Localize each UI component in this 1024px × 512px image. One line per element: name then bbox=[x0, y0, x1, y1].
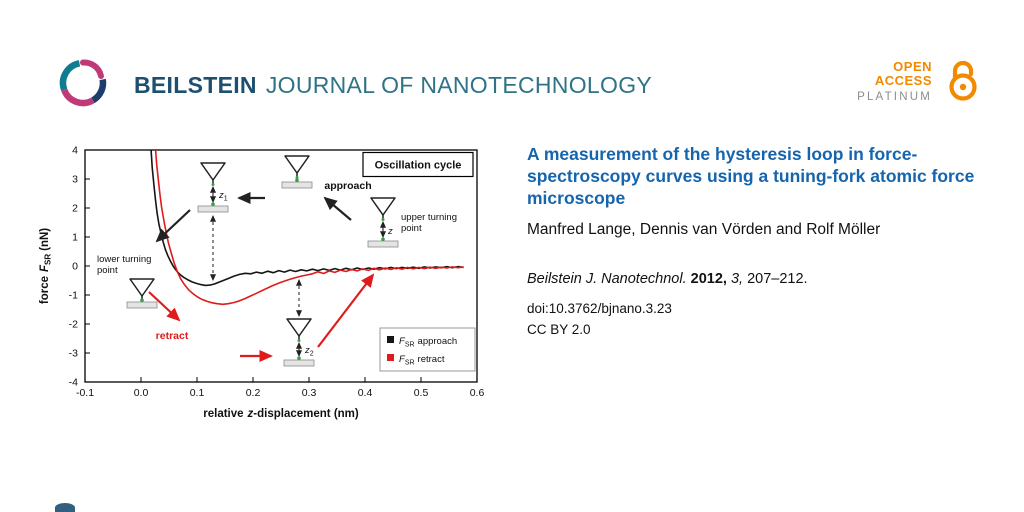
open-lock-shackle bbox=[952, 60, 974, 81]
beilstein-logo bbox=[59, 59, 107, 107]
oscillation-cycle-label: Oscillation cycle bbox=[375, 160, 462, 172]
y-tick-label: 0 bbox=[72, 261, 78, 273]
z2-label: z2 bbox=[304, 345, 314, 358]
citation-pages: 207–212. bbox=[747, 271, 808, 287]
lower-turning-point-label-2: point bbox=[97, 265, 118, 276]
tuning-fork-icon-z2: z2 bbox=[283, 279, 315, 367]
brand-beilstein: BEILSTEIN bbox=[134, 72, 257, 98]
y-tick-label: -4 bbox=[69, 377, 78, 389]
logo-swirl-tail bbox=[80, 59, 104, 79]
x-tick-label: 0.2 bbox=[246, 387, 261, 399]
legend-border bbox=[379, 327, 476, 372]
upper-turning-point-label-2: point bbox=[401, 223, 422, 234]
tuning-fork-icon-upper: z bbox=[367, 197, 399, 248]
upper-turning-point-label-1: upper turning bbox=[401, 212, 457, 223]
legend-marker-approach bbox=[387, 336, 394, 343]
force-curve-chart: -0.1 0.0 0.1 0.2 0.3 0.4 0.5 0.6 -4 -3 -2 -1 0 1 2 3 4 O… bbox=[39, 145, 485, 421]
x-tick-label: 0.1 bbox=[190, 387, 205, 399]
y-tick-label: -1 bbox=[69, 290, 78, 302]
x-tick-label: 0.5 bbox=[414, 387, 429, 399]
curve-approach bbox=[150, 149, 464, 287]
curve-retract bbox=[154, 149, 464, 306]
logo-arc-magenta bbox=[61, 88, 95, 107]
x-tick-label: 0.3 bbox=[302, 387, 317, 399]
axis-ticks: -0.1 0.0 0.1 0.2 0.3 0.4 0.5 0.6 -4 -3 -2 -1 0 1 2 3 4 bbox=[69, 145, 485, 400]
oscillation-cycle-border bbox=[362, 151, 474, 178]
lower-turning-point-label-1: lower turning bbox=[97, 254, 151, 265]
open-lock-keyhole bbox=[959, 83, 967, 91]
legend-label-retract: FSR retract bbox=[399, 354, 445, 367]
article-title[interactable]: A measurement of the hysteresis loop in … bbox=[527, 144, 975, 208]
tuning-fork-icon-z1: z1 bbox=[197, 162, 229, 281]
plot-legend: FSR approach FSR retract bbox=[379, 327, 476, 372]
y-tick-label: -3 bbox=[69, 348, 78, 360]
data-series bbox=[150, 149, 464, 306]
z1-label: z1 bbox=[218, 190, 228, 203]
z-label: z bbox=[387, 226, 393, 237]
cropped-logo-artifact bbox=[55, 503, 75, 512]
approach-label: approach bbox=[324, 180, 371, 192]
y-tick-label: 1 bbox=[72, 232, 78, 244]
legend-marker-retract bbox=[387, 354, 394, 361]
y-tick-label: -2 bbox=[69, 319, 78, 331]
retract-arrow-up bbox=[317, 273, 375, 348]
retract-arrow-down bbox=[148, 291, 181, 322]
approach-arrow-down bbox=[155, 209, 191, 243]
logo-arc-teal bbox=[59, 60, 81, 91]
open-access-platinum-label: PLATINUM bbox=[857, 91, 932, 103]
open-access-access-label: ACCESS bbox=[874, 73, 932, 88]
citation: Beilstein J. Nanotechnol. 2012, 3, 207–2… bbox=[527, 271, 979, 287]
article-info: A measurement of the hysteresis loop in … bbox=[527, 143, 979, 337]
y-tick-label: 2 bbox=[72, 203, 78, 215]
open-lock-body bbox=[949, 73, 977, 101]
open-access-icon bbox=[949, 60, 977, 101]
open-access-open-label: OPEN bbox=[893, 59, 932, 74]
approach-arrow-diagonal bbox=[323, 196, 352, 221]
doi: doi:10.3762/bjnano.3.23 bbox=[527, 301, 672, 316]
y-axis-title: forceFSR(nN) bbox=[39, 228, 53, 304]
journal-brand: BEILSTEIN JOURNAL OF NANOTECHNOLOGY bbox=[134, 72, 652, 99]
y-tick-label: 3 bbox=[72, 174, 78, 186]
citation-year: 2012, bbox=[690, 271, 727, 287]
citation-volume: 3, bbox=[730, 271, 744, 287]
brand-journal-name: JOURNAL OF NANOTECHNOLOGY bbox=[265, 72, 653, 98]
citation-journal: Beilstein J. Nanotechnol. bbox=[527, 271, 687, 287]
logo-arc-navy bbox=[91, 78, 107, 104]
license: CC BY 2.0 bbox=[527, 322, 591, 337]
open-access-badge: OPEN ACCESS PLATINUM bbox=[857, 59, 932, 104]
x-axis-title: relative z-displacement (nm) bbox=[203, 408, 359, 420]
x-tick-label: 0.4 bbox=[358, 387, 373, 399]
y-tick-label: 4 bbox=[72, 145, 78, 157]
x-tick-label: -0.1 bbox=[76, 387, 94, 399]
x-tick-label: 0.6 bbox=[470, 387, 485, 399]
x-tick-label: 0.0 bbox=[134, 387, 149, 399]
article-authors: Manfred Lange, Dennis van Vörden and Rol… bbox=[527, 221, 881, 238]
legend-label-approach: FSR approach bbox=[399, 336, 457, 349]
figure-force-spectroscopy: -0.1 0.0 0.1 0.2 0.3 0.4 0.5 0.6 -4 -3 -2 -1 0 1 2 3 4 O… bbox=[35, 136, 495, 428]
retract-label: retract bbox=[156, 330, 189, 342]
oscillation-cycle-box: Oscillation cycle bbox=[362, 151, 474, 178]
